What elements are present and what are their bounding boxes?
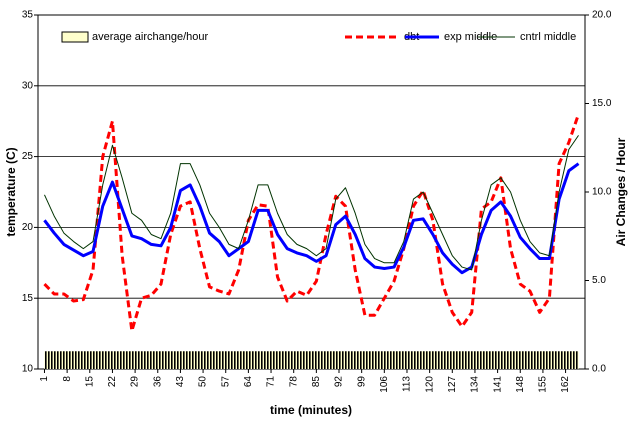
line [43,113,580,333]
y2-tick-label: 10.0 [592,187,612,198]
x-tick-label: 71 [266,376,277,388]
x-tick-label: 22 [107,376,118,388]
y-axis-title: temperature (C) [4,147,18,236]
x-tick-label: 148 [515,376,526,393]
x-tick-label: 141 [492,376,503,393]
area [44,351,579,369]
x-tick-label: 78 [288,376,299,388]
x-tick-label: 120 [424,376,435,393]
y-tick-label: 35 [22,10,34,21]
y2-tick-label: 15.0 [592,98,612,109]
y-tick-label: 10 [22,364,34,375]
x-tick-label: 1 [39,376,50,382]
x-tick-label: 155 [538,376,549,393]
x-tick-label: 8 [62,376,73,382]
y-tick-label: 30 [22,80,34,91]
x-tick-label: 92 [334,376,345,388]
x-tick-label: 99 [356,376,367,388]
x-tick-label: 113 [402,376,413,392]
x-tick-label: 43 [175,376,186,388]
x-tick-label: 162 [560,376,571,393]
x-tick-label: 29 [130,376,141,388]
x-tick-label: 134 [470,376,481,393]
plot-area [37,14,586,370]
x-axis-title: time (minutes) [270,403,352,417]
y-tick-label: 15 [22,293,34,304]
y2-axis-title: Air Changes / Hour [614,137,628,246]
x-tick-label: 50 [198,376,209,388]
y2-tick-label: 0.0 [592,364,606,375]
x-tick-label: 15 [84,376,95,388]
line [43,162,580,275]
y-tick-label: 25 [22,151,34,162]
x-tick-label: 127 [447,376,458,393]
y-tick-label: 20 [22,222,34,233]
x-tick-label: 36 [152,376,163,388]
y2-tick-label: 20.0 [592,10,612,21]
legend-label: cntrl middle [520,31,576,43]
line [44,135,579,271]
x-tick-label: 85 [311,376,322,388]
legend-swatch [61,31,89,43]
x-tick-label: 64 [243,376,254,388]
legend-label: exp middle [444,31,497,43]
x-tick-label: 57 [220,376,231,388]
y2-tick-label: 5.0 [592,275,606,286]
legend-label: average airchange/hour [92,31,209,43]
x-tick-label: 106 [379,376,390,393]
